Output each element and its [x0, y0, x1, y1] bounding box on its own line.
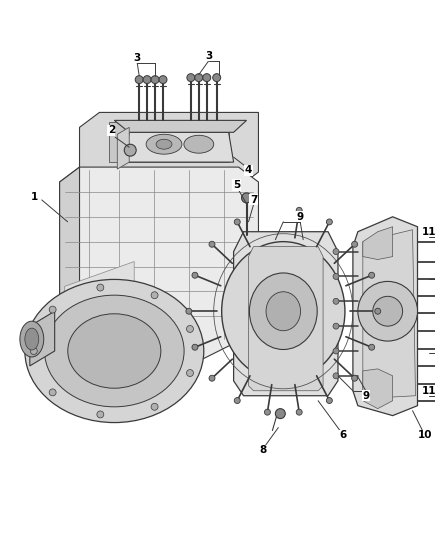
Ellipse shape [266, 292, 300, 330]
Circle shape [151, 292, 158, 298]
Circle shape [333, 373, 339, 379]
Polygon shape [363, 227, 392, 260]
Circle shape [213, 74, 221, 82]
Circle shape [209, 241, 215, 247]
Ellipse shape [184, 135, 214, 153]
Polygon shape [124, 132, 233, 162]
Circle shape [49, 389, 56, 396]
Circle shape [187, 74, 195, 82]
Circle shape [352, 241, 357, 247]
Circle shape [296, 409, 302, 415]
Polygon shape [363, 230, 416, 399]
Circle shape [326, 219, 332, 225]
Circle shape [186, 308, 192, 314]
Polygon shape [353, 217, 417, 416]
Ellipse shape [25, 279, 204, 423]
Circle shape [234, 219, 240, 225]
Text: 6: 6 [339, 431, 346, 440]
Circle shape [276, 409, 285, 418]
Circle shape [369, 344, 374, 350]
Text: 11: 11 [422, 386, 437, 396]
Text: 8: 8 [260, 446, 267, 455]
Circle shape [265, 409, 270, 415]
Ellipse shape [45, 295, 184, 407]
Polygon shape [65, 262, 134, 341]
Polygon shape [110, 123, 229, 162]
Text: 11: 11 [422, 227, 437, 237]
Circle shape [97, 284, 104, 291]
Text: 3: 3 [205, 51, 212, 61]
Circle shape [195, 74, 203, 82]
Circle shape [375, 308, 381, 314]
Circle shape [333, 298, 339, 304]
Circle shape [151, 76, 159, 84]
Ellipse shape [146, 134, 182, 154]
Ellipse shape [25, 328, 39, 350]
Text: 4: 4 [245, 165, 252, 175]
Circle shape [373, 296, 403, 326]
Circle shape [358, 281, 417, 341]
Text: 1: 1 [31, 192, 39, 202]
Text: 7: 7 [250, 195, 257, 205]
Polygon shape [80, 112, 258, 187]
Ellipse shape [249, 273, 317, 350]
Circle shape [192, 344, 198, 350]
Circle shape [135, 76, 143, 84]
Circle shape [326, 398, 332, 403]
Circle shape [333, 273, 339, 279]
Circle shape [234, 398, 240, 403]
Text: 3: 3 [134, 53, 141, 63]
Circle shape [296, 207, 302, 213]
Circle shape [192, 272, 198, 278]
Polygon shape [363, 369, 392, 409]
Polygon shape [114, 120, 247, 132]
Circle shape [30, 348, 37, 354]
Circle shape [124, 144, 136, 156]
Ellipse shape [68, 314, 161, 388]
Circle shape [369, 272, 374, 278]
Polygon shape [60, 167, 80, 361]
Text: 9: 9 [297, 212, 304, 222]
Polygon shape [30, 311, 55, 366]
Circle shape [49, 306, 56, 313]
Circle shape [352, 375, 357, 381]
Polygon shape [117, 127, 129, 169]
Ellipse shape [222, 241, 345, 381]
Circle shape [187, 369, 194, 376]
Circle shape [151, 403, 158, 410]
Circle shape [97, 411, 104, 418]
Ellipse shape [156, 139, 172, 149]
Circle shape [333, 348, 339, 354]
Circle shape [209, 375, 215, 381]
Text: 9: 9 [362, 391, 369, 401]
Ellipse shape [20, 321, 44, 357]
Text: 10: 10 [418, 431, 433, 440]
Circle shape [333, 248, 339, 255]
Circle shape [187, 326, 194, 333]
Polygon shape [248, 247, 323, 391]
Circle shape [159, 76, 167, 84]
Polygon shape [233, 232, 338, 395]
Circle shape [203, 74, 211, 82]
Circle shape [242, 193, 251, 203]
Text: 2: 2 [108, 125, 115, 135]
Text: 5: 5 [233, 180, 240, 190]
Circle shape [333, 323, 339, 329]
Polygon shape [60, 167, 258, 361]
Circle shape [143, 76, 151, 84]
